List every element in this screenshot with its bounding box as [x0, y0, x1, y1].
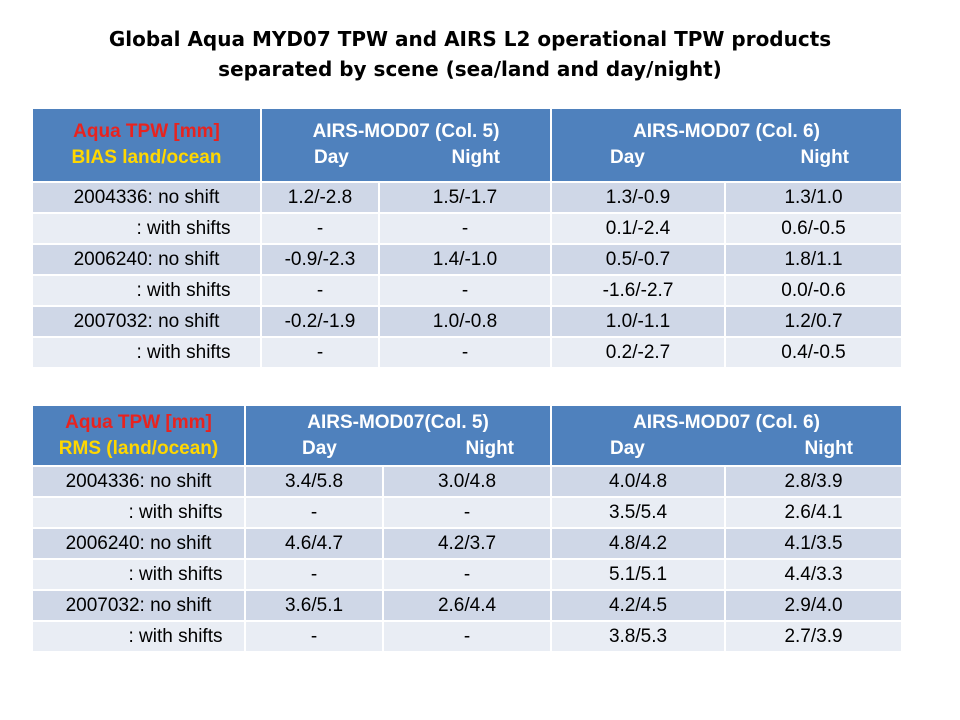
row-label: : with shifts	[33, 620, 246, 651]
rms-table: Aqua TPW [mm] RMS (land/ocean) AIRS-MOD0…	[33, 406, 902, 651]
cell-value: -	[383, 558, 553, 590]
table-row: : with shifts - - -1.6/-2.7 0.0/-0.6	[33, 274, 902, 306]
cell-value: 4.4/3.3	[725, 558, 902, 590]
cell-value: 1.3/1.0	[725, 181, 902, 213]
title-line-1: Global Aqua MYD07 TPW and AIRS L2 operat…	[108, 27, 832, 51]
cell-value: 4.2/4.5	[551, 589, 727, 621]
title-line-2: separated by scene (sea/land and day/nig…	[218, 57, 722, 81]
row-label: 2006240: no shift	[33, 527, 246, 559]
cell-value: 4.6/4.7	[245, 527, 384, 559]
bias-metric-label: BIAS land/ocean	[71, 147, 222, 168]
table-row: 2006240: no shift 4.6/4.7 4.2/3.7 4.8/4.…	[33, 527, 902, 559]
cell-value: -	[261, 212, 380, 244]
row-label: 2004336: no shift	[33, 181, 262, 213]
row-label: : with shifts	[33, 558, 246, 590]
cell-value: -	[379, 336, 553, 367]
row-label: 2007032: no shift	[33, 589, 246, 621]
row-label: : with shifts	[33, 336, 262, 367]
bias-col6-header: AIRS-MOD07 (Col. 6) Day Night	[551, 109, 902, 182]
cell-value: 2.7/3.9	[725, 620, 902, 651]
cell-value: -	[379, 212, 553, 244]
rms-metric-label: RMS (land/ocean)	[58, 437, 219, 459]
table-row: : with shifts - - 3.5/5.4 2.6/4.1	[33, 496, 902, 528]
cell-value: -	[261, 336, 380, 367]
aqua-label: Aqua	[65, 411, 113, 433]
bias-header-row: Aqua TPW [mm] BIAS land/ocean AIRS-MOD07…	[33, 109, 902, 182]
cell-value: -0.2/-1.9	[261, 305, 380, 337]
cell-value: -	[379, 274, 553, 306]
table-row: : with shifts - - 3.8/5.3 2.7/3.9	[33, 620, 902, 651]
cell-value: 2.6/4.1	[725, 496, 902, 528]
table-row: 2004336: no shift 3.4/5.8 3.0/4.8 4.0/4.…	[33, 465, 902, 497]
cell-value: 1.2/-2.8	[261, 181, 380, 213]
cell-value: 1.0/-0.8	[379, 305, 553, 337]
cell-value: 0.1/-2.4	[551, 212, 727, 244]
bias-col6-day-label: Day	[610, 147, 645, 168]
cell-value: 2.9/4.0	[725, 589, 902, 621]
cell-value: 4.1/3.5	[725, 527, 902, 559]
bias-col5-day-label: Day	[314, 147, 349, 168]
cell-value: 0.4/-0.5	[725, 336, 902, 367]
rms-header-row: Aqua TPW [mm] RMS (land/ocean) AIRS-MOD0…	[33, 406, 902, 466]
cell-value: 1.3/-0.9	[551, 181, 727, 213]
bias-corner-header: Aqua TPW [mm] BIAS land/ocean	[33, 109, 262, 182]
cell-value: 0.0/-0.6	[725, 274, 902, 306]
cell-value: 2.6/4.4	[383, 589, 553, 621]
cell-value: 4.2/3.7	[383, 527, 553, 559]
rms-col5-day-label: Day	[302, 437, 337, 459]
cell-value: -1.6/-2.7	[551, 274, 727, 306]
cell-value: 4.0/4.8	[551, 465, 727, 497]
cell-value: 3.4/5.8	[245, 465, 384, 497]
rms-corner-header: Aqua TPW [mm] RMS (land/ocean)	[33, 406, 246, 466]
cell-value: 0.5/-0.7	[551, 243, 727, 275]
table-row: 2007032: no shift 3.6/5.1 2.6/4.4 4.2/4.…	[33, 589, 902, 621]
row-label: : with shifts	[33, 212, 262, 244]
cell-value: 0.2/-2.7	[551, 336, 727, 367]
bias-col6-night-label: Night	[800, 147, 850, 168]
rms-col6-day-label: Day	[610, 437, 645, 459]
cell-value: -	[383, 496, 553, 528]
cell-value: -	[245, 620, 384, 651]
cell-value: 1.5/-1.7	[379, 181, 553, 213]
table-row: : with shifts - - 0.1/-2.4 0.6/-0.5	[33, 212, 902, 244]
row-label: 2006240: no shift	[33, 243, 262, 275]
row-label: : with shifts	[33, 496, 246, 528]
table-row: 2007032: no shift -0.2/-1.9 1.0/-0.8 1.0…	[33, 305, 902, 337]
cell-value: 3.8/5.3	[551, 620, 727, 651]
cell-value: 4.8/4.2	[551, 527, 727, 559]
cell-value: 1.0/-1.1	[551, 305, 727, 337]
table-row: : with shifts - - 0.2/-2.7 0.4/-0.5	[33, 336, 902, 367]
cell-value: 3.5/5.4	[551, 496, 727, 528]
row-label: 2004336: no shift	[33, 465, 246, 497]
cell-value: 3.0/4.8	[383, 465, 553, 497]
rms-col6-header: AIRS-MOD07 (Col. 6) Day Night	[551, 406, 902, 466]
cell-value: 3.6/5.1	[245, 589, 384, 621]
bias-col5-night-label: Night	[451, 147, 501, 168]
tpw-unit-label: TPW [mm]	[120, 121, 220, 142]
bias-table: Aqua TPW [mm] BIAS land/ocean AIRS-MOD07…	[33, 109, 902, 367]
rms-col6-night-label: Night	[804, 437, 854, 459]
cell-value: 1.2/0.7	[725, 305, 902, 337]
cell-value: 2.8/3.9	[725, 465, 902, 497]
cell-value: -	[245, 496, 384, 528]
cell-value: -	[383, 620, 553, 651]
aqua-label: Aqua	[73, 121, 121, 142]
cell-value: 1.4/-1.0	[379, 243, 553, 275]
cell-value: -	[245, 558, 384, 590]
tpw-unit-label: TPW [mm]	[112, 411, 212, 433]
row-label: 2007032: no shift	[33, 305, 262, 337]
cell-value: -0.9/-2.3	[261, 243, 380, 275]
row-label: : with shifts	[33, 274, 262, 306]
slide-title: Global Aqua MYD07 TPW and AIRS L2 operat…	[60, 24, 880, 84]
rms-col5-header: AIRS-MOD07(Col. 5) Day Night	[245, 406, 553, 466]
cell-value: 5.1/5.1	[551, 558, 727, 590]
rms-col5-night-label: Night	[465, 437, 515, 459]
cell-value: -	[261, 274, 380, 306]
bias-col5-header: AIRS-MOD07 (Col. 5) Day Night	[261, 109, 553, 182]
cell-value: 0.6/-0.5	[725, 212, 902, 244]
table-row: 2006240: no shift -0.9/-2.3 1.4/-1.0 0.5…	[33, 243, 902, 275]
cell-value: 1.8/1.1	[725, 243, 902, 275]
table-row: 2004336: no shift 1.2/-2.8 1.5/-1.7 1.3/…	[33, 181, 902, 213]
table-row: : with shifts - - 5.1/5.1 4.4/3.3	[33, 558, 902, 590]
